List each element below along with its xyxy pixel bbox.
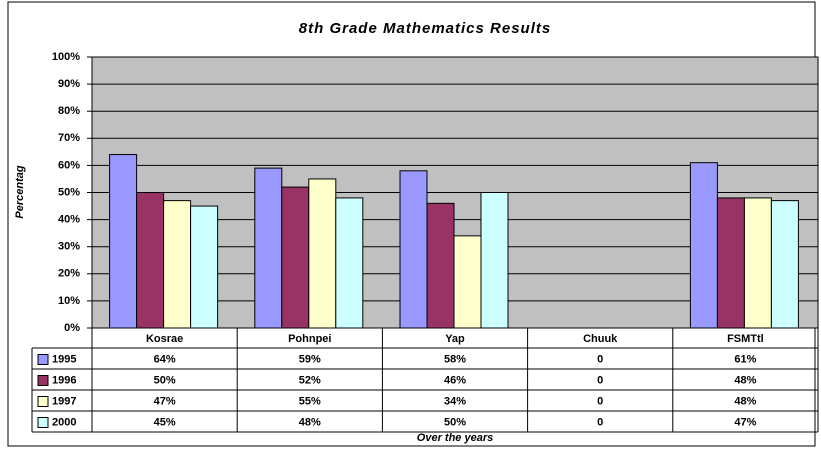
legend-key (37, 354, 49, 365)
y-tick-label: 90% (58, 78, 80, 90)
y-axis-label: Percentag (14, 165, 26, 218)
y-tick-label: 40% (58, 214, 80, 226)
legend-key (37, 417, 49, 428)
legend-label: 1997 (52, 395, 76, 407)
legend-label: 1996 (52, 374, 76, 386)
y-tick-label: 60% (58, 159, 80, 171)
x-tick-label: Chuuk (583, 333, 618, 345)
bar (281, 186, 310, 329)
table-value: 0 (597, 353, 603, 365)
y-tick-label: 80% (58, 105, 80, 117)
bar (163, 200, 192, 329)
bar (453, 235, 482, 329)
x-tick-label: Yap (445, 333, 465, 345)
table-value: 55% (299, 395, 321, 407)
x-tick-label: Kosrae (146, 333, 183, 345)
bar (480, 192, 509, 329)
legend-label: 2000 (52, 416, 76, 428)
bar (136, 192, 165, 329)
table-value: 34% (444, 395, 466, 407)
table-value: 0 (597, 374, 603, 386)
table-value: 58% (444, 353, 466, 365)
bar (743, 197, 772, 329)
table-value: 50% (154, 374, 176, 386)
bar (335, 197, 364, 329)
chart-title: 8th Grade Mathematics Results (298, 20, 552, 37)
table-value: 46% (444, 374, 466, 386)
table-value: 59% (299, 353, 321, 365)
bar (689, 162, 718, 329)
table-value: 47% (734, 416, 756, 428)
y-tick-label: 10% (58, 295, 80, 307)
legend-key (37, 375, 49, 386)
bar (399, 170, 428, 329)
table-value: 64% (154, 353, 176, 365)
y-tick-label: 50% (58, 186, 80, 198)
bar (716, 197, 745, 329)
table-value: 48% (734, 374, 756, 386)
table-value: 48% (299, 416, 321, 428)
y-tick-label: 0% (64, 322, 80, 334)
table-value: 48% (734, 395, 756, 407)
table-value: 45% (154, 416, 176, 428)
y-tick-label: 30% (58, 241, 80, 253)
table-value: 0 (597, 416, 603, 428)
legend-label: 1995 (52, 353, 76, 365)
legend-key (37, 396, 49, 407)
table-value: 0 (597, 395, 603, 407)
x-axis-label: Over the years (417, 432, 493, 444)
bar (109, 154, 138, 329)
bar (254, 167, 283, 329)
y-tick-label: 20% (58, 268, 80, 280)
x-tick-label: FSMTtl (727, 333, 764, 345)
table-value: 50% (444, 416, 466, 428)
bar (770, 200, 799, 329)
table-value: 61% (734, 353, 756, 365)
y-tick-label: 100% (52, 51, 80, 63)
table-value: 52% (299, 374, 321, 386)
y-tick-label: 70% (58, 132, 80, 144)
bar (308, 178, 337, 329)
bar (190, 205, 219, 329)
table-value: 47% (154, 395, 176, 407)
x-tick-label: Pohnpei (288, 333, 331, 345)
bar (426, 202, 455, 329)
